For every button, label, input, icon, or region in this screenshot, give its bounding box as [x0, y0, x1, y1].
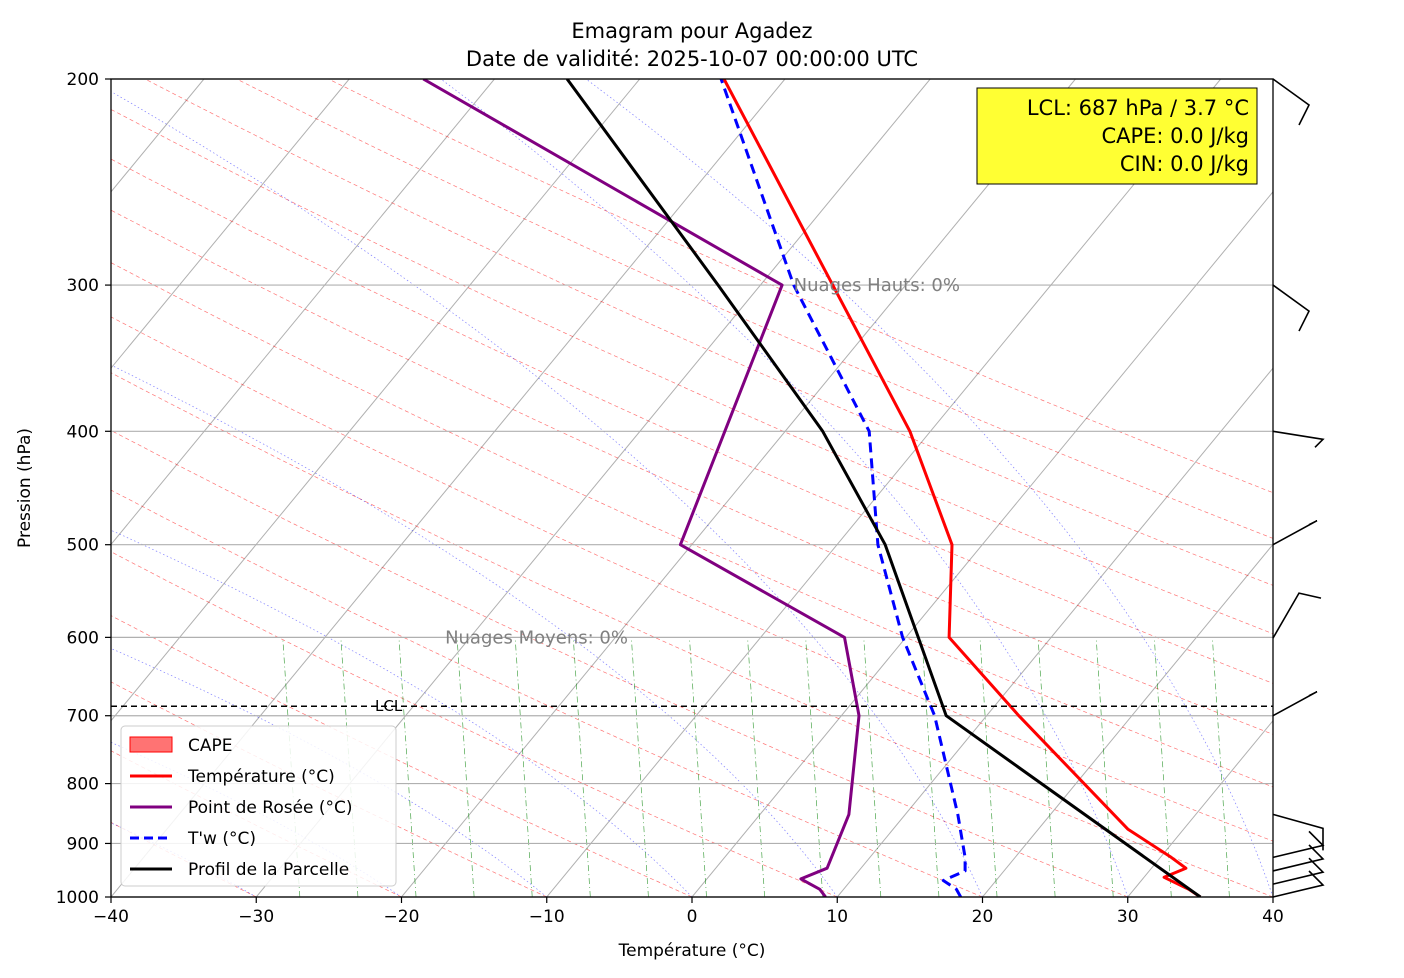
x-tick-label: 10 — [826, 907, 848, 927]
x-tick-label: −20 — [384, 907, 420, 927]
chart-subtitle: Date de validité: 2025-10-07 00:00:00 UT… — [466, 47, 918, 71]
wind-barb — [1272, 870, 1325, 898]
y-tick-label: 300 — [67, 276, 99, 296]
y-tick-label: 1000 — [56, 888, 99, 908]
wind-barb — [1272, 830, 1325, 859]
wind-barbs — [1272, 78, 1325, 898]
y-axis-label: Pression (hPa) — [15, 428, 35, 548]
y-tick-label: 700 — [67, 707, 99, 727]
mixing-ratio-line — [921, 637, 940, 897]
dry-adiabat-line — [328, 79, 1273, 494]
series-temperature — [722, 79, 1202, 897]
chart-title: Emagram pour Agadez — [571, 19, 812, 43]
y-tick-label: 200 — [67, 70, 99, 90]
info-box: LCL: 687 hPa / 3.7 °C CAPE: 0.0 J/kg CIN… — [976, 87, 1258, 185]
mixing-ratio-line — [1211, 637, 1230, 897]
mixing-ratio-line — [514, 637, 533, 897]
isotherm-line — [111, 79, 350, 369]
wind-barb — [1272, 519, 1318, 546]
mixing-ratio-line — [863, 637, 882, 897]
moist-adiabat-line — [111, 364, 838, 897]
x-tick-label: 30 — [1117, 907, 1139, 927]
y-tick-label: 400 — [67, 422, 99, 442]
y-tick-label: 500 — [67, 536, 99, 556]
isotherm-line — [401, 79, 1076, 897]
annotation-high-clouds: Nuages Hauts: 0% — [794, 275, 960, 296]
legend: CAPE Température (°C) Point de Rosée (°C) T… — [120, 725, 397, 887]
mixing-ratio-line — [1153, 637, 1172, 897]
moist-adiabat-line — [440, 79, 1129, 897]
mixing-ratio-line — [979, 637, 998, 897]
legend-entry: T'w (°C) — [187, 829, 256, 849]
wind-barb — [1272, 78, 1311, 126]
mixing-ratio-line — [1037, 637, 1056, 897]
legend-swatch — [129, 736, 173, 753]
moist-adiabat-line — [111, 91, 983, 897]
isotherm-line — [691, 191, 1273, 897]
y-tick-label: 800 — [67, 775, 99, 795]
mixing-ratio-line — [689, 637, 707, 897]
info-cape: CAPE: 0.0 J/kg — [1101, 124, 1249, 148]
mixing-ratio-line — [456, 637, 475, 897]
y-tick-label: 600 — [67, 628, 99, 648]
x-tick-label: 20 — [972, 907, 994, 927]
isotherm-line — [836, 367, 1273, 897]
mixing-ratio-line — [1095, 637, 1114, 897]
x-axis-label: Température (°C) — [618, 941, 766, 961]
mixing-ratio-line — [398, 637, 417, 897]
dry-adiabat-line — [111, 489, 983, 897]
series-dewpoint — [422, 79, 861, 897]
x-tick-label: −40 — [93, 907, 129, 927]
mixing-ratio-line — [805, 637, 824, 897]
wind-barb — [1272, 844, 1325, 872]
annotation-mid-clouds: Nuages Moyens: 0% — [445, 627, 628, 648]
isotherm-line — [111, 79, 495, 546]
legend-entry: CAPE — [188, 736, 233, 756]
dry-adiabat-line — [111, 372, 1273, 897]
isotherm-line — [111, 79, 641, 722]
legend-entry: Profil de la Parcelle — [188, 860, 349, 880]
mixing-ratio-line — [572, 637, 591, 897]
info-cin: CIN: 0.0 J/kg — [1120, 152, 1249, 176]
wind-barb — [1272, 691, 1318, 717]
lcl-label: LCL — [375, 697, 403, 715]
info-lcl: LCL: 687 hPa / 3.7 °C — [1027, 96, 1249, 120]
series-wetbulb — [719, 79, 967, 897]
wind-barb — [1272, 592, 1322, 639]
isotherm-line — [982, 543, 1273, 897]
wind-barb — [1272, 284, 1311, 332]
wind-barb — [1272, 813, 1324, 851]
x-tick-label: 40 — [1262, 907, 1284, 927]
isotherm-line — [546, 79, 1222, 897]
isotherm-line — [1272, 896, 1273, 897]
mixing-ratio-line — [630, 637, 649, 897]
wind-barb — [1272, 430, 1325, 448]
x-tick-label: −30 — [238, 907, 274, 927]
wind-barb — [1272, 857, 1325, 885]
dry-adiabat-line — [111, 209, 1273, 735]
y-tick-label: 900 — [67, 834, 99, 854]
dry-adiabat-line — [111, 109, 1273, 635]
isotherm-line — [1127, 719, 1273, 897]
x-tick-label: 0 — [687, 907, 698, 927]
legend-entry: Point de Rosée (°C) — [188, 798, 353, 818]
mixing-ratio-line — [747, 637, 765, 897]
series-parcel — [565, 79, 1202, 897]
x-tick-label: −10 — [529, 907, 565, 927]
legend-entry: Température (°C) — [187, 767, 335, 787]
